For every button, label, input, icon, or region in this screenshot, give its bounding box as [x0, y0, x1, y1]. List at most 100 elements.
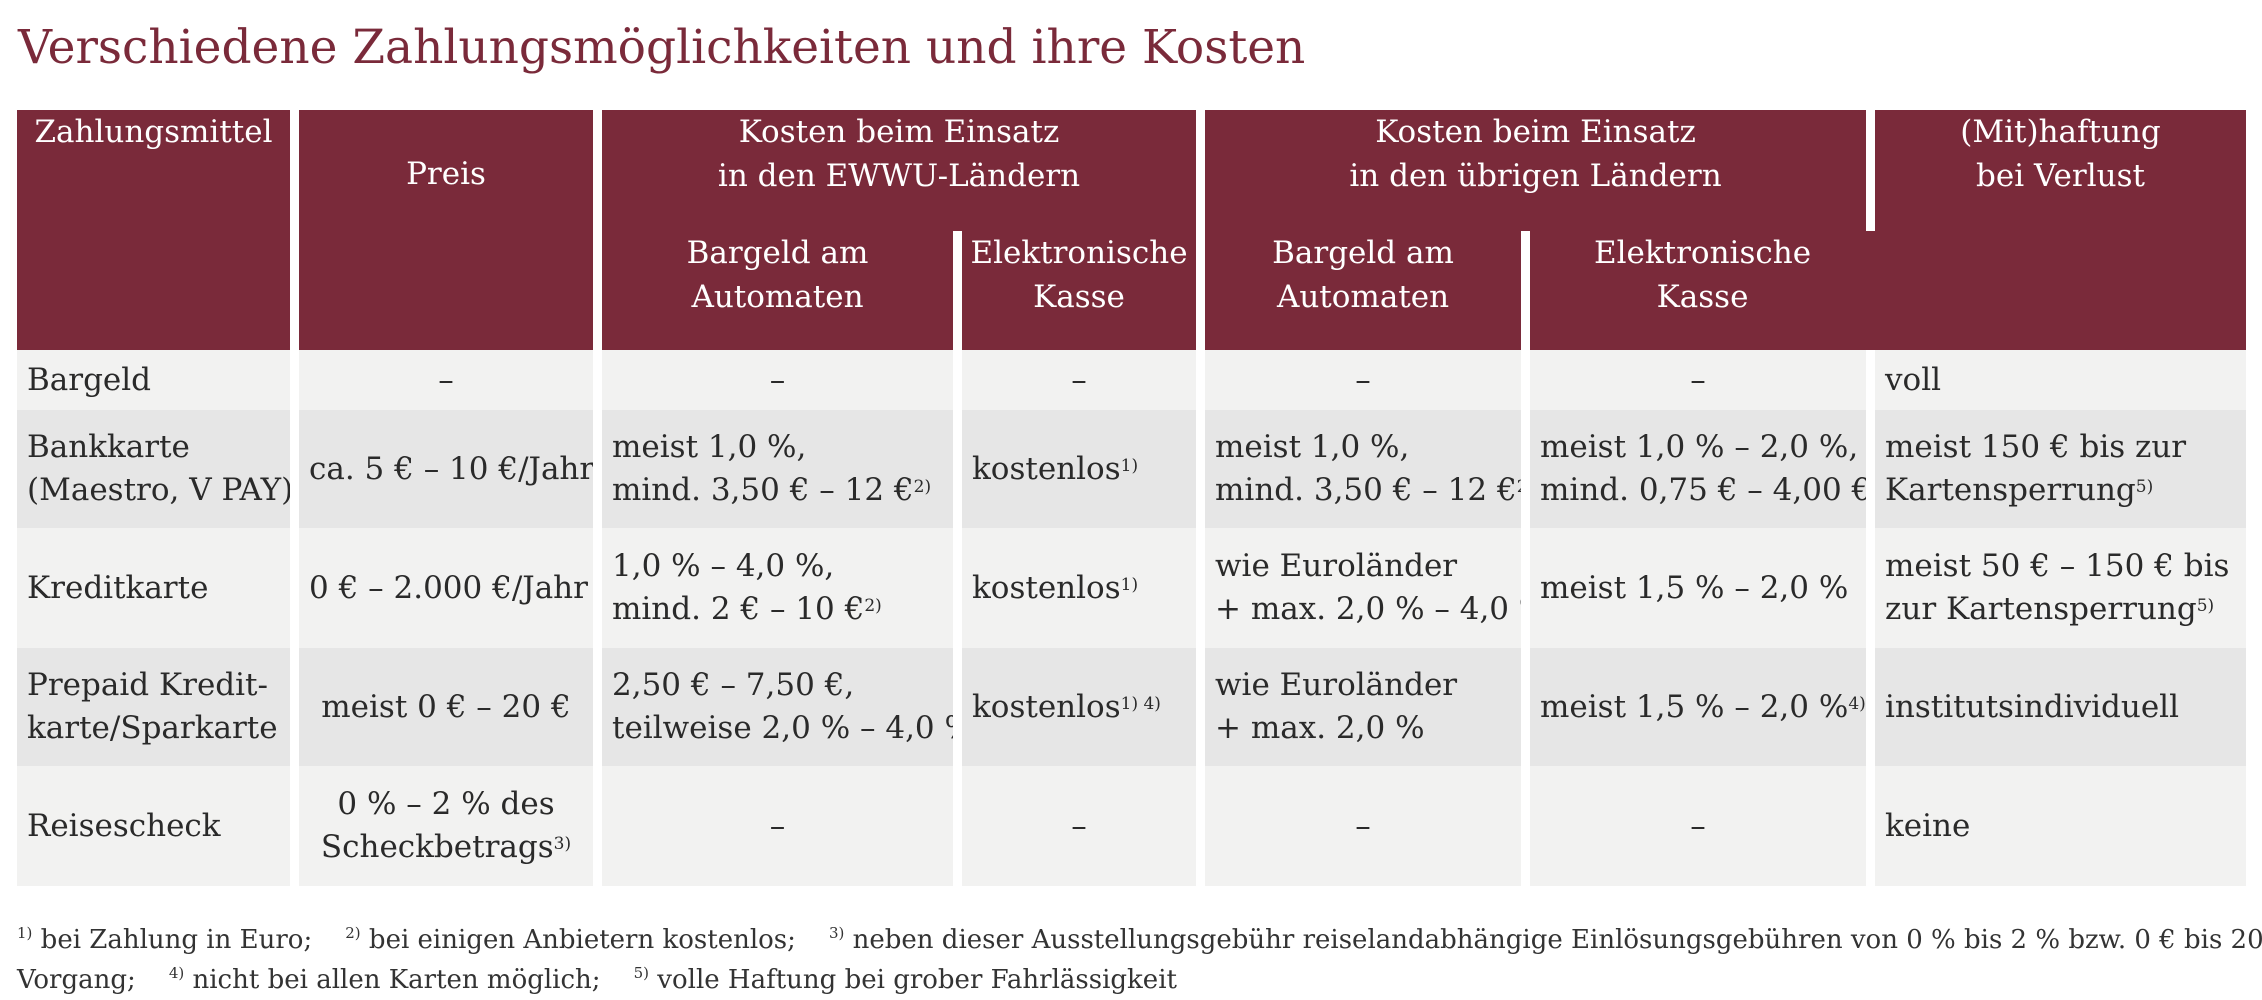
cell-text-line: – — [1355, 807, 1371, 844]
cell-preis: ca. 5 € – 10 €/Jahr — [299, 410, 602, 528]
table-row: Kreditkarte 0 € – 2.000 €/Jahr 1,0 % – 4,0… — [17, 528, 2247, 648]
cell-uebrige-bargeld: – — [1205, 350, 1531, 410]
footnote-ref: 1) — [1120, 455, 1139, 476]
header-uebrige-bargeld: Bargeld am Automaten — [1205, 231, 1531, 350]
header-uebrige: Kosten beim Einsatz in den übrigen Lände… — [1205, 110, 1876, 231]
cell-text-line: Reisescheck — [27, 807, 221, 844]
cell-text-line: meist 150 € bis zur — [1885, 429, 2187, 465]
page-title: Verschiedene Zahlungsmöglichkeiten und i… — [18, 20, 1306, 75]
table-row: Bankkarte (Maestro, V PAY) ca. 5 € – 10 €/… — [17, 410, 2247, 528]
footnote-4-text: nicht bei allen Karten möglich; — [184, 965, 601, 995]
cell-zahlungsmittel: Kreditkarte — [17, 528, 299, 648]
cell-text-line: mind. 3,50 € – 12 €2) — [612, 472, 932, 508]
footnote-1-mark: 1) — [17, 924, 33, 942]
footnote-ref: 2) — [1516, 477, 1528, 497]
cell-text-line: Scheckbetrags3) — [320, 829, 572, 865]
cell-text-line: karte/Sparkarte — [27, 710, 278, 746]
cell-text-line: meist 1,5 % – 2,0 % — [1540, 569, 1849, 606]
header-haftung: (Mit)haftung bei Verlust — [1875, 110, 2247, 350]
cell-zahlungsmittel: Reisescheck — [17, 766, 299, 886]
footnote-line-2: Vorgang; 4) nicht bei allen Karten mögli… — [17, 960, 2249, 1000]
cell-ewwu-kasse: kostenlos1) — [962, 410, 1206, 528]
header-ewwu: Kosten beim Einsatz in den EWWU-Ländern — [602, 110, 1206, 231]
cell-preis: 0 % – 2 % des Scheckbetrags3) — [299, 766, 602, 886]
cell-text-line: ca. 5 € – 10 €/Jahr — [309, 450, 595, 487]
cell-text-line: + max. 2,0 % — [1215, 710, 1425, 746]
header-uebrige-kasse: Elektronische Kasse — [1530, 231, 1876, 350]
table-header: Zahlungsmittel Preis Kosten beim Einsatz… — [17, 110, 2247, 350]
cell-text-line: 1,0 % – 4,0 %, — [612, 548, 835, 584]
cell-uebrige-kasse: meist 1,5 % – 2,0 %4) — [1530, 648, 1876, 766]
cell-text-line: Prepaid Kredit- — [27, 667, 268, 703]
footnote-ref: 1) — [1120, 574, 1139, 595]
cell-uebrige-kasse: meist 1,5 % – 2,0 % — [1530, 528, 1876, 648]
cell-uebrige-kasse: – — [1530, 766, 1876, 886]
cell-uebrige-kasse: – — [1530, 350, 1876, 410]
cell-text-line: (Maestro, V PAY) — [27, 472, 294, 508]
cell-text-line: mind. 2 € – 10 €2) — [612, 591, 882, 627]
cell-text-line: wie Euroländer — [1215, 548, 1458, 584]
cell-ewwu-bargeld: 1,0 % – 4,0 %, mind. 2 € – 10 €2) — [602, 528, 962, 648]
cell-text-line: Bankkarte — [27, 429, 190, 465]
cell-text-line: mind. 0,75 € – 4,00 € — [1540, 472, 1872, 508]
cell-ewwu-bargeld: – — [602, 350, 962, 410]
cell-text-line: – — [1690, 807, 1706, 844]
header-preis: Preis — [299, 110, 602, 350]
cell-text-line: 2,50 € – 7,50 €, — [612, 667, 855, 703]
cell-text-line: Kartensperrung5) — [1885, 472, 2154, 508]
cell-ewwu-kasse: – — [962, 766, 1206, 886]
cell-text-line: wie Euroländer — [1215, 667, 1458, 703]
cell-zahlungsmittel: Bankkarte (Maestro, V PAY) — [17, 410, 299, 528]
footnotes: 1) bei Zahlung in Euro; 2) bei einigen A… — [17, 920, 2262, 1000]
cell-uebrige-bargeld: meist 1,0 %, mind. 3,50 € – 12 €2) — [1205, 410, 1531, 528]
cell-text-line: meist 1,0 %, — [612, 429, 807, 465]
table-row: Reisescheck 0 % – 2 % des Scheckbetrags3) –… — [17, 766, 2247, 886]
table-row: Prepaid Kredit-karte/Sparkarte meist 0 € … — [17, 648, 2247, 766]
cell-text-line: – — [1071, 807, 1087, 844]
cell-text-line: 0 € – 2.000 €/Jahr — [309, 569, 588, 606]
cell-text-line: – — [1355, 361, 1371, 398]
cell-zahlungsmittel: Prepaid Kredit-karte/Sparkarte — [17, 648, 299, 766]
footnote-ref: 4) — [1848, 693, 1866, 714]
footnote-3-text-cont: Vorgang; — [17, 965, 136, 995]
header-ewwu-kasse: Elektronische Kasse — [962, 231, 1206, 350]
footnote-3-text: neben dieser Ausstellungsgebühr reiselan… — [844, 925, 2262, 955]
footnote-ref: 1) 4) — [1120, 693, 1161, 714]
cell-haftung: voll — [1875, 350, 2247, 410]
cell-ewwu-bargeld: 2,50 € – 7,50 €, teilweise 2,0 % – 4,0 %2… — [602, 648, 962, 766]
footnote-line-1: 1) bei Zahlung in Euro; 2) bei einigen A… — [17, 920, 2262, 960]
cell-text-line: – — [769, 807, 786, 844]
cell-text-line: – — [1690, 361, 1706, 398]
cell-preis: – — [299, 350, 602, 410]
cell-text-line: Kreditkarte — [27, 569, 209, 606]
cell-text-line: 0 % – 2 % des — [337, 786, 555, 822]
cell-zahlungsmittel: Bargeld — [17, 350, 299, 410]
footnote-1-text: bei Zahlung in Euro; — [32, 925, 313, 955]
cell-text-line: meist 1,0 %, — [1215, 429, 1410, 465]
cell-text-line: kostenlos1) — [972, 569, 1139, 606]
cell-text-line: – — [1071, 361, 1087, 398]
footnote-ref: 5) — [2196, 596, 2215, 616]
cell-text-line: meist 0 € – 20 € — [321, 688, 571, 725]
footnote-ref: 2) — [864, 596, 882, 616]
footnote-2-text: bei einigen Anbietern kostenlos; — [360, 925, 796, 955]
cell-text-line: – — [438, 361, 454, 398]
cell-text-line: – — [769, 361, 786, 398]
cell-uebrige-bargeld: – — [1205, 766, 1531, 886]
footnote-ref: 3) — [553, 834, 572, 854]
cell-text-line: kostenlos1) — [972, 450, 1139, 487]
header-ewwu-bargeld: Bargeld am Automaten — [602, 231, 962, 350]
cell-text-line: + max. 2,0 % – 4,0 % — [1215, 591, 1531, 627]
cell-ewwu-bargeld: meist 1,0 %, mind. 3,50 € – 12 €2) — [602, 410, 962, 528]
cell-ewwu-kasse: kostenlos1) 4) — [962, 648, 1206, 766]
cell-text-line: meist 1,0 % – 2,0 %, — [1540, 429, 1859, 465]
footnote-ref: 2) — [913, 477, 932, 497]
cell-ewwu-kasse: – — [962, 350, 1206, 410]
footnote-ref: 5) — [2135, 477, 2154, 497]
cell-text-line: keine — [1885, 807, 1971, 844]
footnote-5-text: volle Haftung bei grober Fahrlässigkeit — [649, 965, 1177, 995]
payment-costs-table: Zahlungsmittel Preis Kosten beim Einsatz… — [17, 110, 2247, 886]
cell-text-line: kostenlos1) 4) — [972, 688, 1161, 725]
footnote-2-mark: 2) — [345, 924, 361, 942]
cell-text-line: Bargeld — [27, 361, 152, 398]
